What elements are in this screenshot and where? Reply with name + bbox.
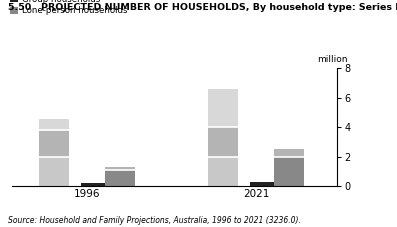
- Legend: Family households, Group households, Lone-person households: Family households, Group households, Lon…: [10, 0, 127, 15]
- Text: 5.50   PROJECTED NUMBER OF HOUSEHOLDS, By household type: Series B: 5.50 PROJECTED NUMBER OF HOUSEHOLDS, By …: [8, 3, 397, 12]
- Text: million: million: [317, 54, 347, 64]
- Bar: [81, 183, 112, 186]
- Bar: [39, 119, 69, 130]
- Bar: [105, 170, 135, 186]
- Bar: [274, 157, 304, 186]
- Bar: [39, 157, 69, 186]
- Text: Source: Household and Family Projections, Australia, 1996 to 2021 (3236.0).: Source: Household and Family Projections…: [8, 216, 301, 225]
- Bar: [274, 148, 304, 157]
- Bar: [208, 157, 238, 186]
- Bar: [39, 130, 69, 157]
- Bar: [208, 89, 238, 127]
- Bar: [250, 182, 280, 186]
- Bar: [208, 127, 238, 157]
- Bar: [105, 167, 135, 170]
